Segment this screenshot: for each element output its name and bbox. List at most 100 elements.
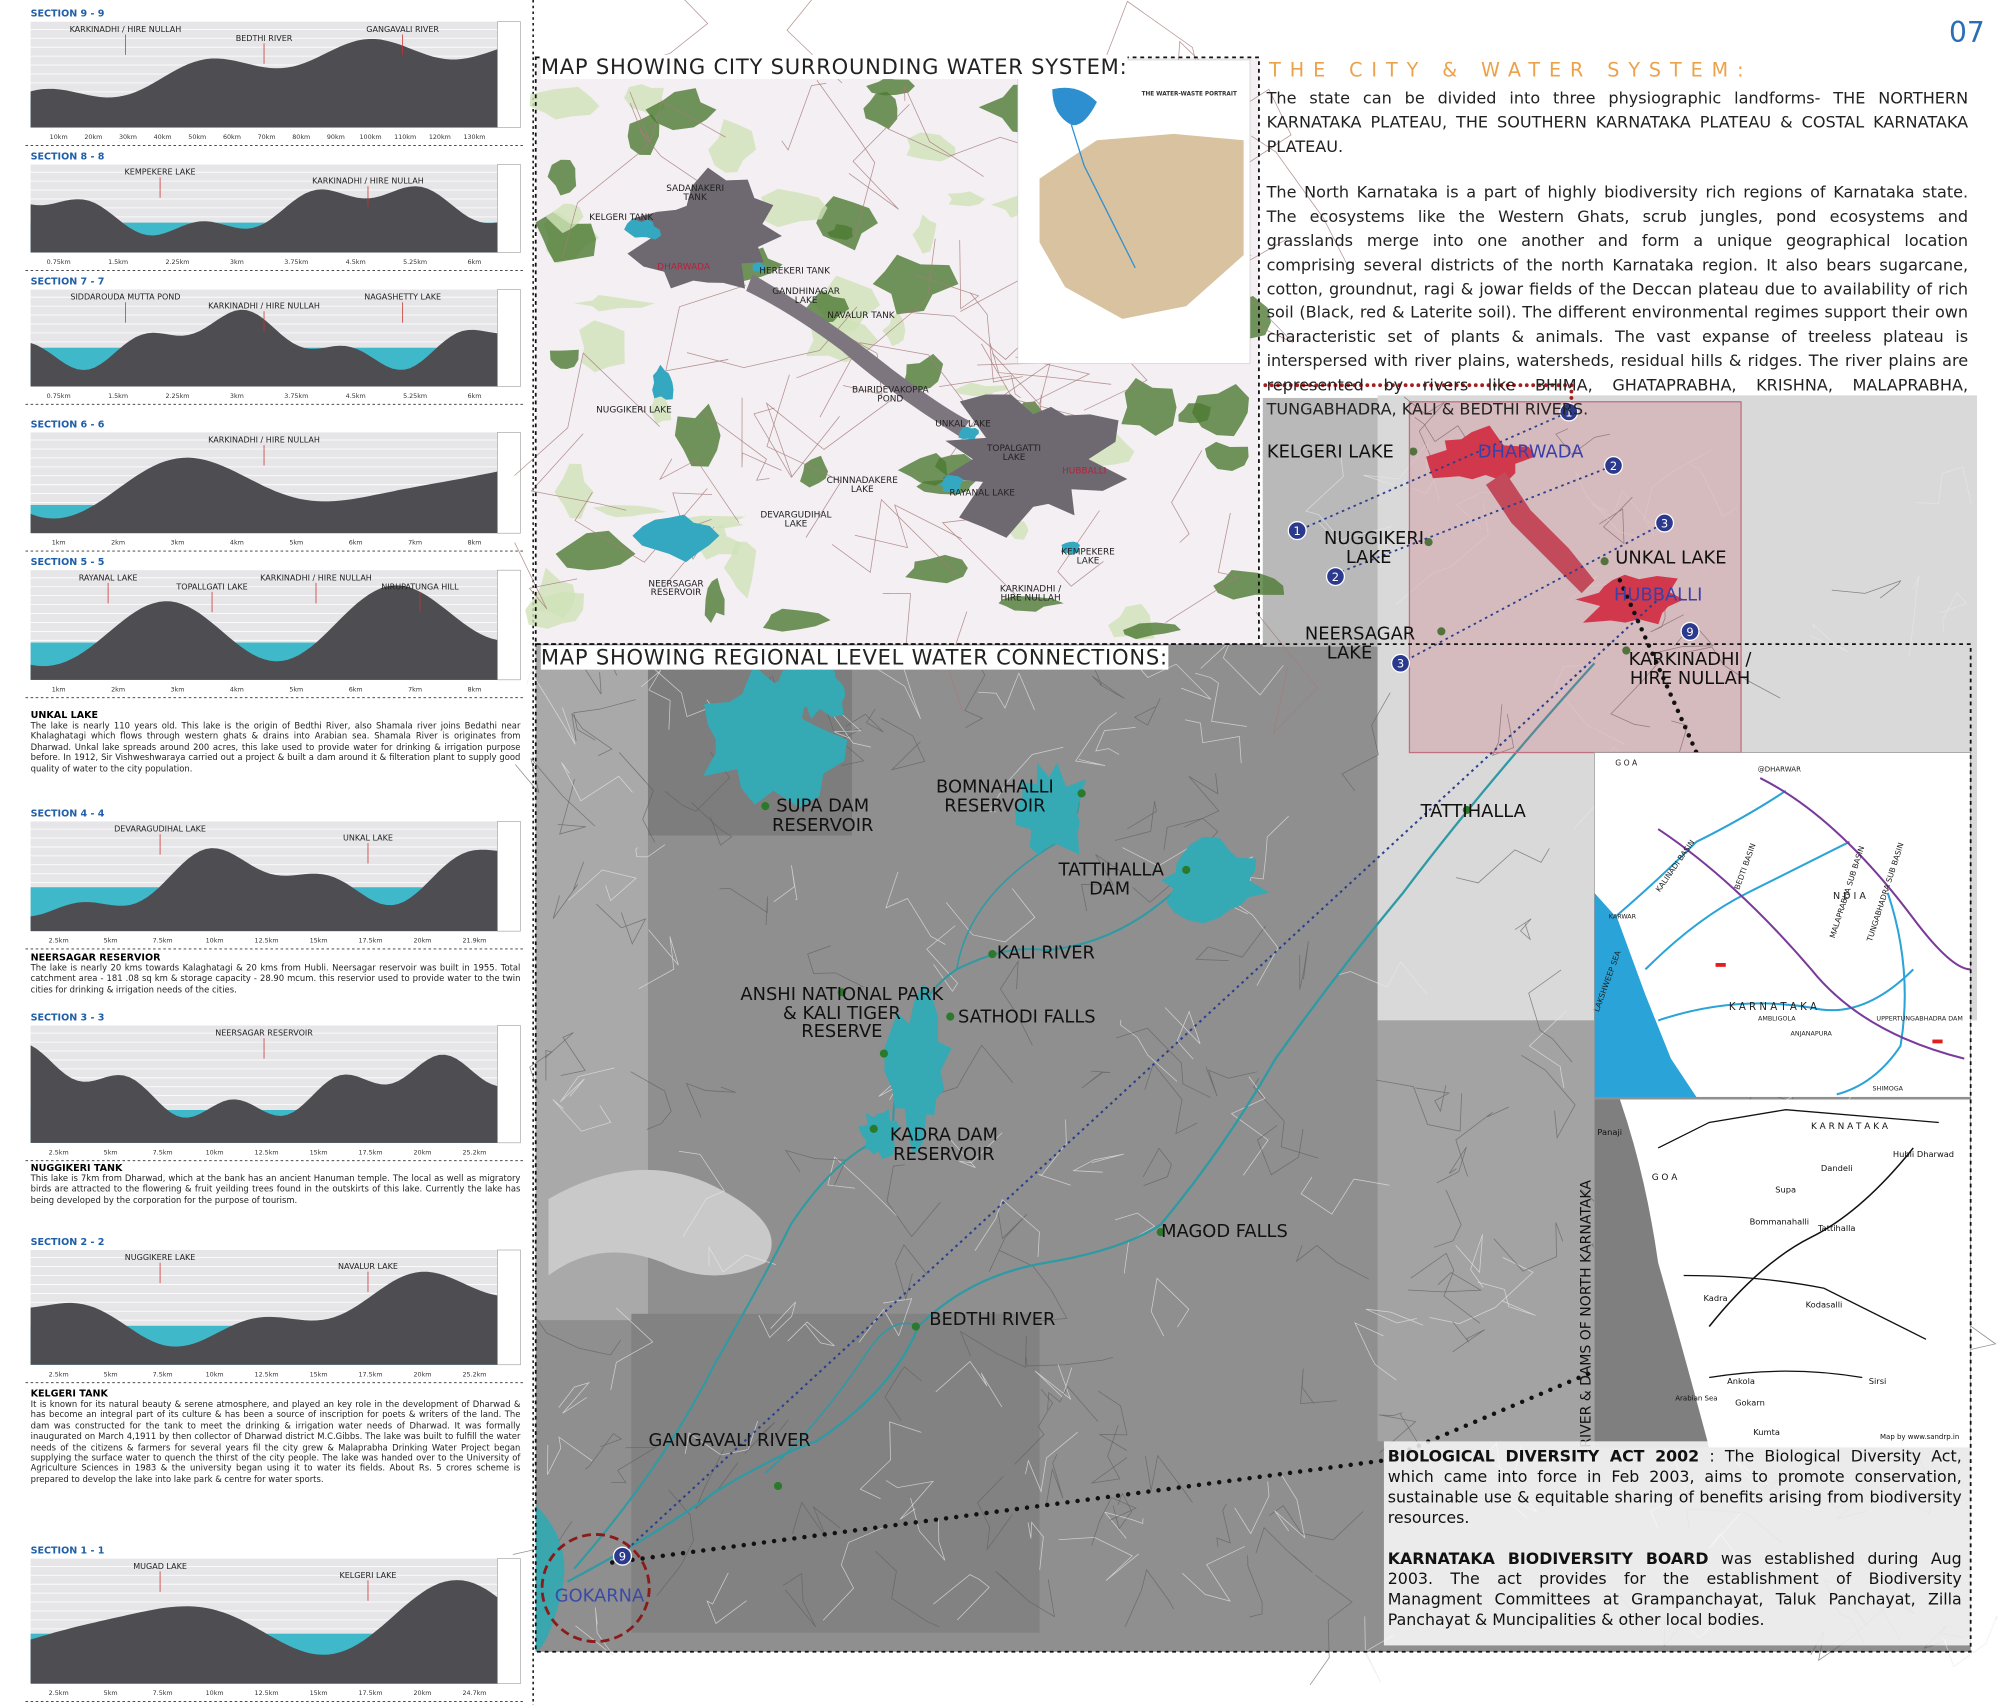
- road: [1810, 622, 1849, 653]
- map-label: NUGGIKERI LAKE: [596, 404, 672, 415]
- road: [1299, 941, 1309, 990]
- map-label: @DHARWAR: [1758, 765, 1801, 774]
- section-label: KELGERI LAKE: [339, 1571, 396, 1580]
- section-title: SECTION 3 - 3: [31, 1012, 105, 1023]
- distance-label: 70km: [258, 133, 276, 141]
- road: [1038, 1119, 1071, 1186]
- map-label: ANSHI NATIONAL PARK & KALI TIGER RESERVE: [740, 984, 944, 1043]
- road: [1027, 1521, 1044, 1570]
- distance-label: 4km: [230, 685, 244, 693]
- lake: [752, 262, 766, 273]
- river: [764, 1322, 919, 1474]
- distance-label: 130km: [463, 133, 485, 141]
- road: [1171, 450, 1203, 543]
- city: [941, 394, 1128, 538]
- vegetation: [545, 203, 584, 234]
- vegetation: [529, 86, 600, 120]
- vegetation: [535, 212, 597, 263]
- land-mass: [548, 1169, 772, 1276]
- road: [529, 1050, 553, 1095]
- road: [884, 1366, 922, 1421]
- distance-label: 3km: [171, 685, 185, 693]
- road: [845, 708, 884, 733]
- road: [1150, 1277, 1190, 1337]
- road: [1528, 1010, 1567, 1088]
- road: [1429, 1257, 1534, 1324]
- road: [978, 672, 1035, 711]
- road: [1255, 1526, 1313, 1573]
- vegetation: [592, 505, 667, 518]
- distance-label: 1.5km: [108, 258, 128, 266]
- site-marker: [1462, 805, 1471, 815]
- map-label: BOMNAHALLI RESERVOIR: [936, 777, 1054, 817]
- road: [536, 1318, 622, 1356]
- road: [691, 802, 733, 846]
- distance-label: 25.2km: [462, 1370, 486, 1378]
- road: [708, 1245, 776, 1273]
- road: [547, 1436, 593, 1475]
- section-label: UNKAL LAKE: [343, 834, 393, 843]
- road: [695, 1449, 739, 1510]
- distance-label: 17.5km: [359, 937, 383, 945]
- vegetation: [760, 188, 828, 228]
- section-title: SECTION 9 - 9: [31, 9, 105, 20]
- page-number: 07: [1948, 17, 1985, 50]
- river: [1612, 789, 1787, 920]
- map-label: KELGERI TANK: [589, 212, 654, 223]
- distance-label: 3km: [171, 539, 185, 547]
- road: [868, 660, 921, 719]
- note-text: This lake is 7km from Dharwad, which at …: [30, 1173, 521, 1206]
- distance-label: 10km: [206, 1148, 224, 1156]
- road: [791, 1501, 841, 1539]
- terrain-profile: [30, 1580, 498, 1684]
- road: [1165, 512, 1240, 623]
- river: [1836, 892, 1906, 1096]
- road: [1057, 510, 1104, 587]
- map-label: K A R N A T A K A: [1811, 1122, 1889, 1132]
- lake: [632, 514, 720, 563]
- vegetation: [947, 191, 985, 207]
- road: [640, 670, 671, 730]
- road: [557, 778, 587, 835]
- distance-label: 25.2km: [462, 1148, 486, 1156]
- road: [1120, 1019, 1178, 1082]
- road: [1341, 692, 1391, 792]
- distance-label: 6km: [349, 539, 363, 547]
- section-title: SECTION 1 - 1: [31, 1546, 105, 1557]
- road: [558, 1382, 591, 1414]
- road: [1114, 800, 1157, 841]
- vegetation: [1191, 384, 1249, 437]
- river: [1657, 828, 1965, 1060]
- distance-label: 24.7km: [462, 1689, 486, 1697]
- elevation-scale: [497, 1249, 521, 1366]
- section-label: KEMPEKERE LAKE: [125, 168, 196, 177]
- vegetation: [574, 295, 655, 312]
- road: [904, 85, 984, 177]
- road: [568, 869, 637, 902]
- city: [1426, 425, 1536, 483]
- distance-label: 12.5km: [255, 937, 279, 945]
- distance-label: 3km: [230, 392, 244, 400]
- road: [1403, 478, 1440, 503]
- distance-label: 10km: [50, 133, 68, 141]
- vegetation: [872, 254, 959, 315]
- road: [1455, 1106, 1509, 1177]
- distance-label: 4.5km: [346, 392, 366, 400]
- road: [926, 925, 959, 992]
- map-label: TOPALGATTI LAKE: [986, 443, 1042, 464]
- map-label: KADRA DAM RESERVOIR: [889, 1125, 998, 1165]
- reservoir: [858, 1109, 900, 1160]
- paragraph: KARNATAKA BIODIVERSITY BOARD was establi…: [1388, 1548, 1962, 1630]
- road: [1591, 490, 1656, 530]
- section-label: GANGAVALI RIVER: [366, 25, 439, 34]
- distance-label: 5km: [289, 685, 303, 693]
- map-label: KALI RIVER: [996, 943, 1095, 964]
- road: [895, 1244, 928, 1301]
- site-marker: [1622, 646, 1631, 655]
- road: [822, 1527, 883, 1621]
- site-marker: [1156, 1228, 1165, 1237]
- section-title: SECTION 2 - 2: [31, 1237, 105, 1248]
- map-label: GANGAVALI RIVER: [648, 1430, 811, 1452]
- vegetation: [1082, 434, 1135, 466]
- road: [596, 903, 647, 945]
